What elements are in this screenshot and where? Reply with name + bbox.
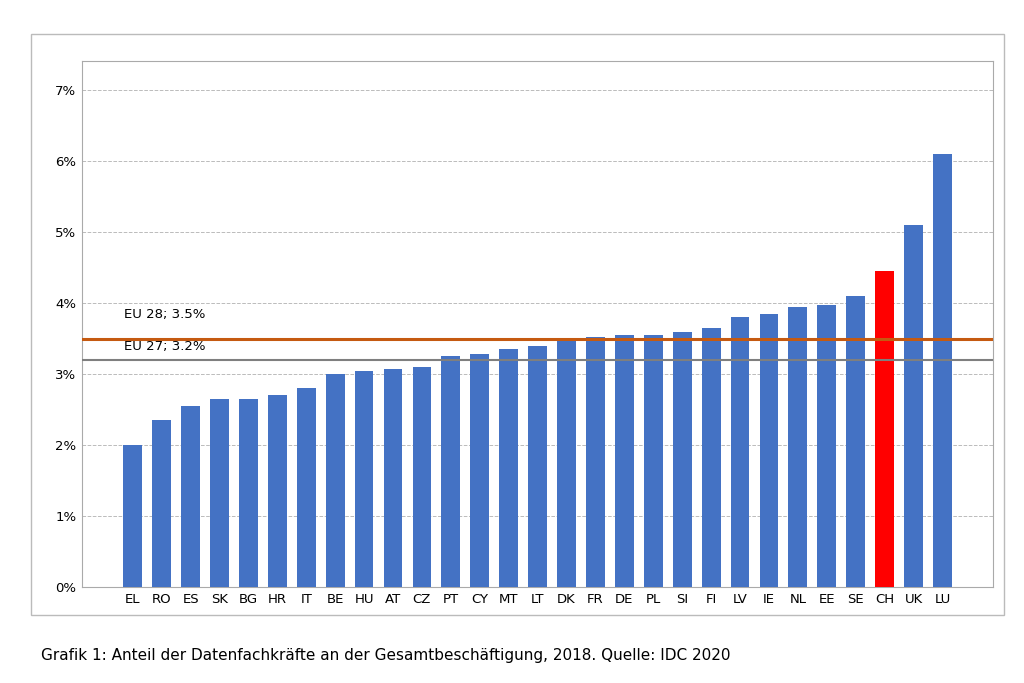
Bar bbox=[644, 335, 663, 587]
Bar bbox=[210, 399, 229, 587]
Text: Grafik 1: Anteil der Datenfachkräfte an der Gesamtbeschäftigung, 2018. Quelle: I: Grafik 1: Anteil der Datenfachkräfte an … bbox=[41, 647, 730, 663]
Text: EU 28; 3.5%: EU 28; 3.5% bbox=[124, 308, 206, 321]
Bar bbox=[528, 346, 547, 587]
Bar bbox=[239, 399, 258, 587]
Bar bbox=[268, 395, 287, 587]
Bar bbox=[297, 389, 315, 587]
Bar bbox=[384, 370, 402, 587]
Bar bbox=[788, 307, 807, 587]
Bar bbox=[876, 271, 894, 587]
Bar bbox=[557, 341, 575, 587]
Bar bbox=[673, 331, 691, 587]
Bar bbox=[701, 328, 721, 587]
Bar bbox=[354, 371, 374, 587]
Bar bbox=[441, 357, 460, 587]
Bar bbox=[500, 349, 518, 587]
Bar bbox=[413, 367, 431, 587]
Bar bbox=[933, 154, 952, 587]
Bar bbox=[904, 225, 923, 587]
Bar bbox=[153, 420, 171, 587]
Bar bbox=[760, 313, 778, 587]
Bar bbox=[326, 374, 344, 587]
Text: EU 27; 3.2%: EU 27; 3.2% bbox=[124, 340, 206, 353]
Bar bbox=[181, 406, 200, 587]
Bar bbox=[123, 445, 142, 587]
Bar bbox=[470, 354, 489, 587]
Bar bbox=[615, 335, 634, 587]
Bar bbox=[586, 337, 605, 587]
Bar bbox=[817, 305, 837, 587]
Bar bbox=[731, 318, 750, 587]
Bar bbox=[846, 296, 865, 587]
